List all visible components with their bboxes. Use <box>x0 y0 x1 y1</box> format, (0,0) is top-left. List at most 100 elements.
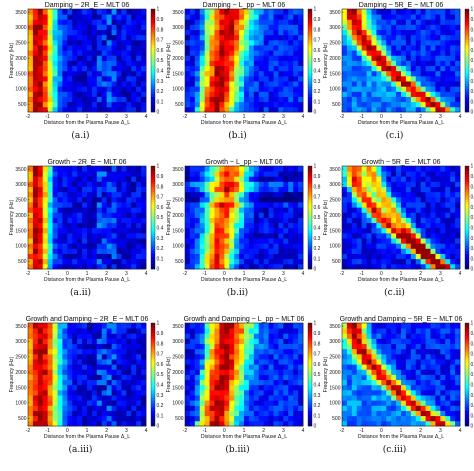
heatmap-cell <box>356 374 363 381</box>
heatmap-cell <box>298 106 304 113</box>
heatmap-cell <box>258 328 265 334</box>
colorbar-step <box>308 351 312 355</box>
heatmap-cell <box>116 243 122 249</box>
heatmap-cell <box>234 29 240 36</box>
heatmap-cell <box>87 359 93 365</box>
heatmap-cell <box>366 333 372 339</box>
heatmap-cell <box>278 191 284 198</box>
heatmap-cell <box>288 65 294 72</box>
heatmap-cell <box>346 212 353 218</box>
heatmap-cell <box>268 19 274 25</box>
heatmap-cell <box>415 263 422 270</box>
heatmap-cell <box>131 176 137 182</box>
colorbar-step <box>465 199 469 203</box>
heatmap-cell <box>366 176 372 182</box>
heatmap-cell <box>253 19 260 25</box>
heatmap-cell <box>106 222 112 229</box>
heatmap-cell <box>415 176 422 182</box>
heatmap-cell <box>366 415 372 422</box>
heatmap-cell <box>42 238 49 244</box>
heatmap-cell <box>126 328 132 334</box>
heatmap-cell <box>244 343 250 350</box>
heatmap-cell <box>47 65 53 72</box>
panel-c-i: Damping ~ 5R_E ~ MLT 06-2 -1 0 1 2 3 450010001… <box>323 2 474 141</box>
heatmap-cell <box>185 181 191 187</box>
heatmap-cell <box>268 359 274 365</box>
heatmap-cell <box>420 227 426 234</box>
heatmap-cell <box>37 196 44 203</box>
heatmap-cell <box>67 186 73 193</box>
heatmap-cell <box>253 14 260 20</box>
heatmap-cell <box>293 45 299 51</box>
heatmap-cell <box>28 45 34 51</box>
heatmap-cell <box>141 227 147 234</box>
heatmap-cell <box>283 359 289 365</box>
heatmap-cell <box>288 196 294 203</box>
heatmap-cell <box>141 323 147 329</box>
heatmap-cell <box>234 410 240 417</box>
heatmap-cell <box>268 410 274 417</box>
heatmap-cell <box>425 106 431 113</box>
heatmap-cell <box>62 212 68 218</box>
colorbar-step <box>151 351 155 355</box>
heatmap-cell <box>199 359 206 365</box>
heatmap-cell <box>131 202 137 208</box>
heatmap-cell <box>342 338 348 344</box>
heatmap-cell <box>57 191 63 198</box>
heatmap-cell <box>116 45 122 51</box>
heatmap-cell <box>445 222 451 229</box>
heatmap-cell <box>72 45 78 51</box>
heatmap-cell <box>62 227 68 234</box>
y-tick-label: 1000 <box>15 401 26 407</box>
colorbar-step <box>151 27 155 30</box>
heatmap-cell <box>258 106 265 113</box>
heatmap-cell <box>234 19 240 25</box>
heatmap-cell <box>131 238 137 244</box>
heatmap-cell <box>273 9 279 15</box>
heatmap-cell <box>371 207 377 213</box>
heatmap-cell <box>126 243 132 249</box>
heatmap-cell <box>239 258 245 265</box>
heatmap-cell <box>361 248 367 254</box>
colorbar-step <box>151 96 155 100</box>
heatmap-cell <box>450 212 456 218</box>
colorbar-tick-label: 0.5 <box>314 215 321 221</box>
heatmap-cell <box>381 227 387 234</box>
colorbar-step <box>308 171 312 175</box>
heatmap-cell <box>101 176 108 182</box>
colorbar-step <box>308 245 312 249</box>
heatmap-cell <box>410 232 417 239</box>
heatmap-cell <box>28 55 34 61</box>
colorbar-step <box>151 220 155 223</box>
heatmap-cell <box>248 86 255 92</box>
heatmap-cell <box>415 101 422 108</box>
heatmap-cell <box>62 420 68 427</box>
heatmap-cell <box>101 70 108 77</box>
colorbar-step <box>465 238 469 241</box>
heatmap-cell <box>376 323 382 329</box>
heatmap-cell <box>87 9 93 15</box>
heatmap-cell <box>405 400 412 406</box>
heatmap-cell <box>32 29 39 36</box>
heatmap-cell <box>401 75 407 82</box>
heatmap-cell <box>405 9 412 15</box>
heatmap-cell <box>194 14 201 20</box>
heatmap-cell <box>106 81 112 87</box>
heatmap-cell <box>194 415 201 422</box>
heatmap-cell <box>96 81 103 87</box>
heatmap-cell <box>209 379 215 386</box>
heatmap-cell <box>224 65 230 72</box>
heatmap-cell <box>121 333 127 339</box>
colorbar-frame <box>150 322 156 427</box>
heatmap-cell <box>96 400 103 406</box>
heatmap-cell <box>435 232 441 239</box>
heatmap-cell <box>293 19 299 25</box>
heatmap-cell <box>405 420 412 427</box>
heatmap-cell <box>410 91 417 97</box>
heatmap-cell <box>244 19 250 25</box>
heatmap-cell <box>234 217 240 224</box>
heatmap-cell <box>32 96 39 103</box>
heatmap-cell <box>72 323 78 329</box>
heatmap-cell <box>131 227 137 234</box>
colorbar-step <box>308 346 312 350</box>
